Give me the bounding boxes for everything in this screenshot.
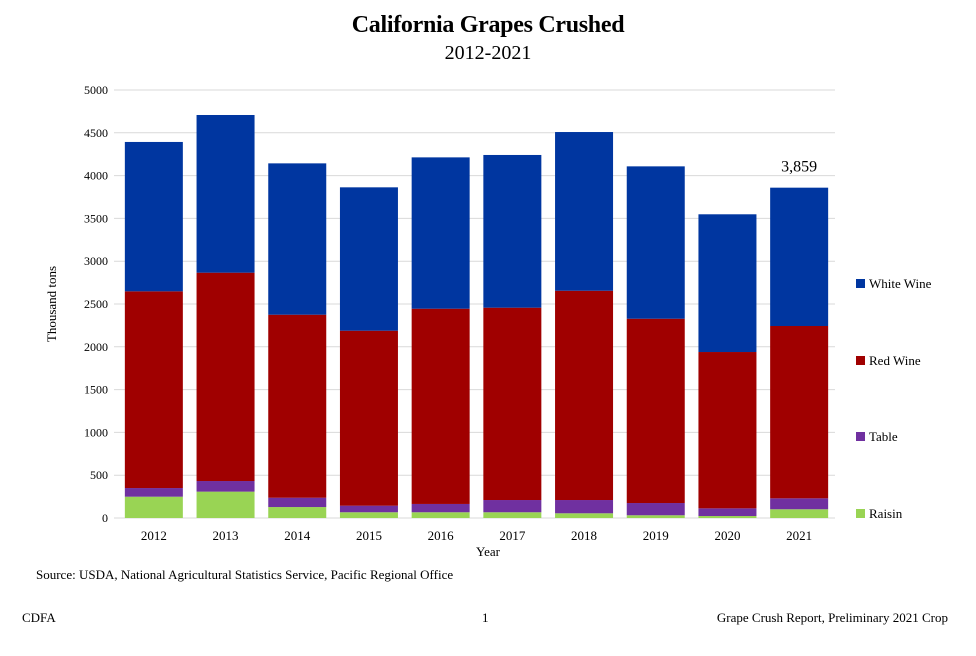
y-tick-label: 500 [90, 468, 108, 482]
x-tick-label: 2015 [356, 528, 382, 543]
page-number: 1 [482, 610, 489, 625]
bar-table-2020 [698, 508, 757, 517]
bar-table-2017 [483, 500, 542, 513]
legend-swatch [856, 279, 865, 288]
bar-table-2013 [196, 481, 255, 492]
chart-title: California Grapes Crushed [351, 12, 625, 38]
bar-raisin-2015 [339, 512, 398, 518]
x-tick-label: 2013 [213, 528, 239, 543]
legend-swatch [856, 432, 865, 441]
x-axis-label: Year [476, 544, 501, 559]
legend-item-white-wine: White Wine [856, 276, 931, 292]
y-tick-label: 2000 [84, 340, 108, 354]
bar-raisin-2017 [483, 512, 542, 518]
chart-subtitle: 2012-2021 [444, 42, 532, 64]
bar-raisin-2014 [268, 507, 327, 518]
bar-table-2016 [411, 503, 470, 513]
legend-swatch [856, 356, 865, 365]
bar-table-2014 [268, 497, 327, 508]
bar-red-wine-2015 [339, 330, 398, 506]
x-tick-label: 2018 [571, 528, 597, 543]
x-axis-ticks: 2012 2013 2014 2015 2016 2017 2018 2019 2020 2021 [141, 528, 812, 543]
x-tick-label: 2020 [714, 528, 740, 543]
legend-label: Raisin [869, 506, 903, 521]
bar-red-wine-2014 [268, 314, 327, 498]
legend-label: Table [869, 429, 898, 444]
annotations: 3,859 [781, 159, 817, 176]
bar-raisin-2013 [196, 491, 255, 518]
footer-right: Grape Crush Report, Preliminary 2021 Cro… [716, 610, 948, 625]
bar-white-wine-2021 [770, 187, 829, 326]
bar-white-wine-2016 [411, 157, 470, 309]
bar-red-wine-2016 [411, 308, 470, 504]
y-tick-label: 1500 [84, 383, 108, 397]
bar-white-wine-2014 [268, 163, 327, 315]
bar-stack-2014 [268, 163, 327, 518]
bar-stack-2021 [770, 187, 829, 518]
bar-white-wine-2019 [626, 166, 685, 319]
data-label-total: 3,859 [781, 159, 817, 176]
bar-raisin-2018 [555, 513, 614, 518]
x-tick-label: 2021 [786, 528, 812, 543]
x-tick-label: 2016 [428, 528, 455, 543]
legend-item-table: Table [856, 429, 898, 445]
legend-item-raisin: Raisin [856, 506, 902, 522]
y-tick-label: 3500 [84, 211, 108, 225]
bar-raisin-2020 [698, 516, 757, 518]
bar-stack-2015 [339, 187, 398, 518]
bar-red-wine-2019 [626, 318, 685, 504]
bar-white-wine-2013 [196, 114, 255, 273]
bar-stack-2020 [698, 214, 757, 518]
x-tick-label: 2014 [284, 528, 311, 543]
y-tick-label: 4500 [84, 126, 108, 140]
y-tick-label: 5000 [84, 83, 108, 97]
bar-stack-2018 [555, 132, 614, 518]
bar-white-wine-2015 [339, 187, 398, 331]
bar-red-wine-2012 [124, 291, 183, 489]
x-tick-label: 2019 [643, 528, 669, 543]
bar-raisin-2016 [411, 512, 470, 518]
y-tick-label: 3000 [84, 254, 108, 268]
bar-white-wine-2012 [124, 141, 183, 292]
bar-red-wine-2020 [698, 352, 757, 509]
y-axis-ticks: 0 500 1000 1500 2000 2500 3000 3500 4000 4500 5000 [84, 83, 108, 525]
y-axis-label: Thousand tons [44, 266, 59, 342]
bar-red-wine-2017 [483, 307, 542, 501]
bar-table-2021 [770, 498, 829, 510]
bar-table-2012 [124, 488, 183, 497]
bar-table-2015 [339, 505, 398, 513]
bar-raisin-2012 [124, 496, 183, 518]
bar-stack-2013 [196, 114, 255, 518]
bar-red-wine-2021 [770, 325, 829, 499]
bar-stack-2019 [626, 166, 685, 518]
bar-stack-2012 [124, 141, 183, 518]
legend-label: White Wine [869, 276, 932, 291]
y-tick-label: 1000 [84, 425, 108, 439]
y-tick-label: 4000 [84, 169, 108, 183]
bar-white-wine-2018 [555, 132, 614, 291]
legend-item-red-wine: Red Wine [856, 353, 921, 369]
bars [124, 114, 829, 518]
source-note: Source: USDA, National Agricultural Stat… [36, 567, 454, 582]
bar-table-2019 [626, 503, 685, 516]
bar-raisin-2021 [770, 509, 829, 518]
x-tick-label: 2012 [141, 528, 167, 543]
x-tick-label: 2017 [499, 528, 526, 543]
bar-red-wine-2013 [196, 272, 255, 482]
y-tick-label: 2500 [84, 297, 108, 311]
bar-stack-2016 [411, 157, 470, 518]
bar-red-wine-2018 [555, 290, 614, 501]
legend-label: Red Wine [869, 353, 921, 368]
bar-white-wine-2020 [698, 214, 757, 353]
y-tick-label: 0 [102, 511, 108, 525]
bar-table-2018 [555, 500, 614, 514]
footer-left: CDFA [22, 610, 56, 625]
bar-raisin-2019 [626, 515, 685, 518]
bar-stack-2017 [483, 154, 542, 518]
bar-white-wine-2017 [483, 154, 542, 308]
legend-swatch [856, 509, 865, 518]
